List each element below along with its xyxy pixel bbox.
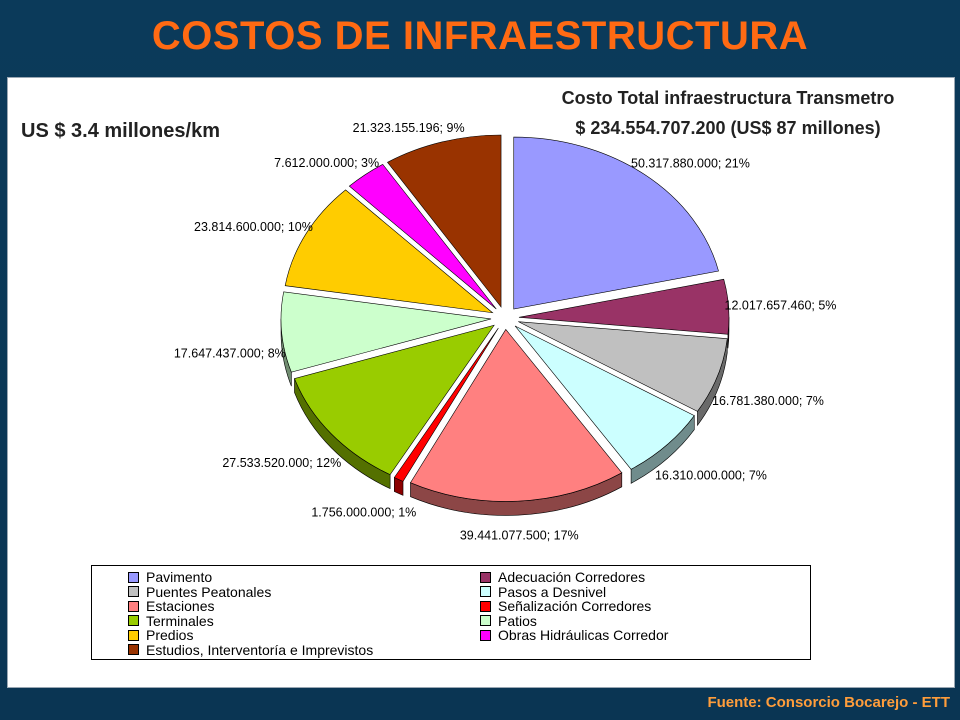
data-label: 7.612.000.000; 3% bbox=[274, 156, 379, 170]
legend-swatch bbox=[480, 615, 491, 627]
legend-item: Obras Hidráulicas Corredor bbox=[480, 628, 668, 642]
chart-panel: 50.317.880.000; 21% 12.017.657.460; 5% 16.… bbox=[7, 77, 955, 688]
slide-title: COSTOS DE INFRAESTRUCTURA bbox=[151, 14, 809, 58]
cost-per-km: US $ 3.4 millones/km bbox=[21, 120, 220, 142]
pie-slice bbox=[410, 328, 623, 502]
chart-legend: Pavimento Adecuación Corredores Puentes Pe… bbox=[91, 565, 811, 660]
legend-item: Adecuación Corredores bbox=[480, 570, 645, 584]
pie-slice bbox=[518, 278, 730, 335]
legend-label: Puentes Peatonales bbox=[146, 583, 272, 600]
data-label: 50.317.880.000; 21% bbox=[631, 156, 750, 170]
legend-swatch bbox=[480, 571, 491, 583]
legend-swatch bbox=[128, 571, 139, 583]
legend-swatch bbox=[128, 615, 139, 627]
legend-item: Pavimento bbox=[128, 570, 212, 584]
legend-label: Pasos a Desnivel bbox=[498, 583, 607, 600]
legend-label: Estudios, Interventoría e Imprevistos bbox=[146, 641, 374, 658]
legend-label: Adecuación Corredores bbox=[498, 569, 646, 585]
legend-item: Estudios, Interventoría e Imprevistos bbox=[128, 643, 373, 657]
legend-label: Señalización Corredores bbox=[498, 598, 652, 614]
data-label: 1.756.000.000; 1% bbox=[311, 505, 416, 519]
data-label: 17.647.437.000; 8% bbox=[174, 347, 286, 361]
pie-slice bbox=[393, 327, 499, 482]
legend-label: Terminales bbox=[146, 612, 214, 629]
legend-item: Terminales bbox=[128, 614, 214, 628]
legend-swatch bbox=[480, 600, 491, 612]
legend-label: Predios bbox=[146, 627, 194, 643]
legend-item: Patios bbox=[480, 614, 537, 628]
pie-slice bbox=[518, 321, 728, 412]
data-label: 16.310.000.000; 7% bbox=[655, 468, 767, 482]
pie-slice bbox=[294, 324, 495, 476]
data-label: 21.323.155.196; 9% bbox=[353, 121, 465, 135]
legend-swatch bbox=[128, 586, 139, 598]
total-cost-value: $ 234.554.707.200 (US$ 87 millones) bbox=[575, 118, 881, 138]
legend-swatch bbox=[128, 600, 139, 612]
data-label: 16.781.380.000; 7% bbox=[712, 394, 824, 408]
legend-item: Señalización Corredores bbox=[480, 599, 651, 613]
legend-label: Patios bbox=[498, 612, 537, 629]
pie-chart: 50.317.880.000; 21% 12.017.657.460; 5% 16.… bbox=[174, 121, 837, 543]
legend-swatch bbox=[480, 629, 491, 641]
legend-swatch bbox=[480, 586, 491, 598]
legend-label: Estaciones bbox=[146, 598, 215, 614]
data-label: 39.441.077.500; 17% bbox=[460, 529, 579, 543]
data-label: 12.017.657.460; 5% bbox=[725, 299, 837, 313]
pie-slice bbox=[513, 136, 719, 310]
pie-slice bbox=[348, 163, 497, 310]
source-note: Fuente: Consorcio Bocarejo - ETT bbox=[707, 694, 950, 711]
legend-item: Predios bbox=[128, 628, 193, 642]
legend-swatch bbox=[128, 644, 139, 656]
legend-label: Pavimento bbox=[146, 569, 213, 585]
data-label: 23.814.600.000; 10% bbox=[194, 220, 313, 234]
pie-slice bbox=[514, 325, 695, 470]
pie-slice bbox=[387, 134, 502, 308]
legend-label: Obras Hidráulicas Corredor bbox=[498, 627, 669, 643]
total-cost-label: Costo Total infraestructura Transmetro bbox=[561, 88, 895, 108]
data-label: 27.533.520.000; 12% bbox=[222, 456, 341, 470]
legend-item: Puentes Peatonales bbox=[128, 585, 271, 599]
pie-slice bbox=[284, 189, 494, 314]
legend-item: Estaciones bbox=[128, 599, 214, 613]
legend-swatch bbox=[128, 629, 139, 641]
legend-item: Pasos a Desnivel bbox=[480, 585, 606, 599]
pie-slice bbox=[280, 291, 492, 373]
